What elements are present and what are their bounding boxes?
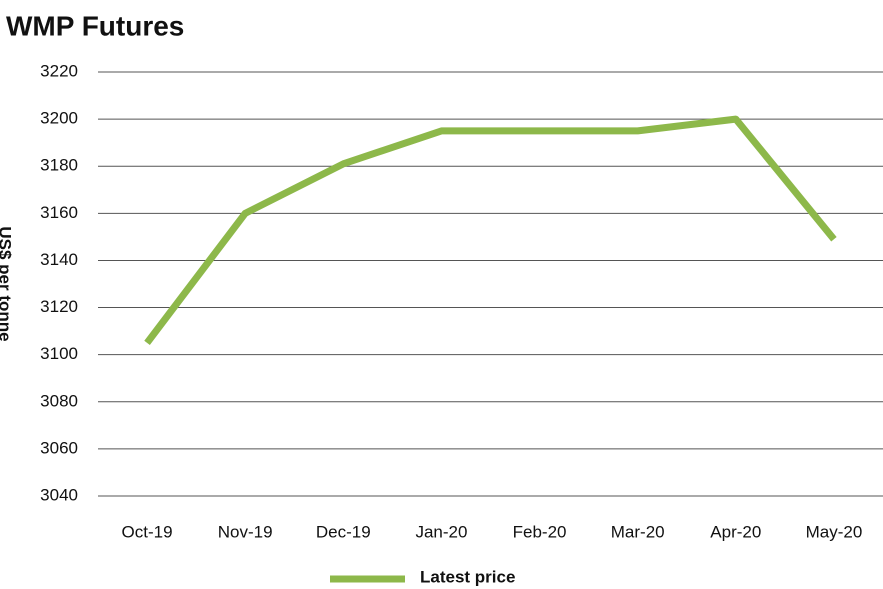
y-tick-label: 3080	[40, 391, 78, 410]
y-tick-label: 3180	[40, 156, 78, 175]
y-tick-label: 3220	[40, 61, 78, 80]
x-tick-label: Apr-20	[710, 522, 761, 541]
y-tick-label: 3160	[40, 203, 78, 222]
y-tick-label: 3060	[40, 438, 78, 457]
y-tick-label: 3140	[40, 250, 78, 269]
data-line	[144, 115, 837, 346]
y-tick-label: 3120	[40, 297, 78, 316]
x-tick-label: Oct-19	[122, 522, 173, 541]
y-axis-label: US$ per tonne	[0, 226, 15, 341]
x-tick-label: May-20	[806, 522, 863, 541]
y-tick-label: 3200	[40, 109, 78, 128]
y-tick-label: 3100	[40, 344, 78, 363]
x-tick-label: Mar-20	[611, 522, 665, 541]
legend-label: Latest price	[420, 567, 515, 586]
y-tick-label: 3040	[40, 485, 78, 504]
chart-title: WMP Futures	[6, 10, 184, 41]
x-tick-label: Jan-20	[415, 522, 467, 541]
x-tick-label: Dec-19	[316, 522, 371, 541]
x-tick-label: Feb-20	[513, 522, 567, 541]
x-tick-label: Nov-19	[218, 522, 273, 541]
